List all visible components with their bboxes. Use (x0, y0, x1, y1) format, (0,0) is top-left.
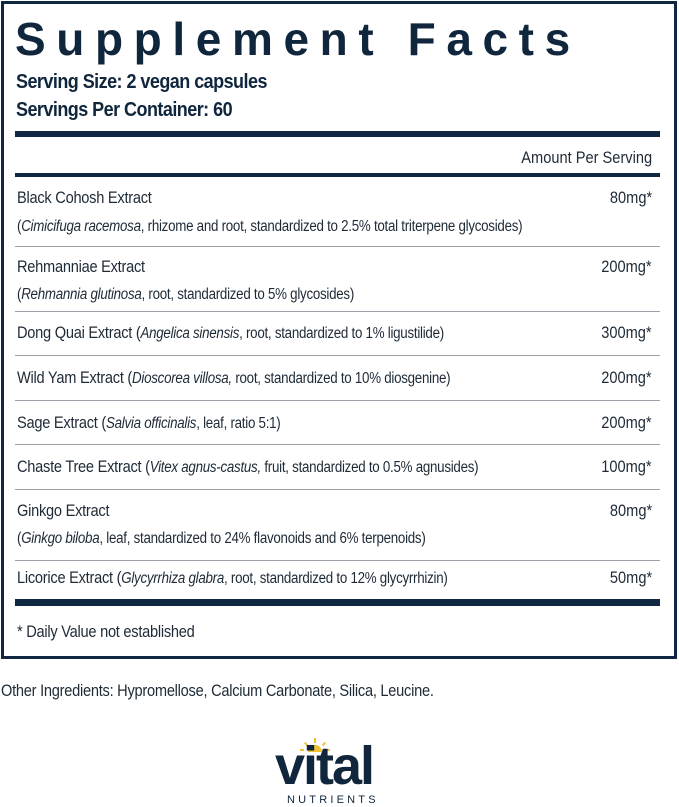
panel-title: Supplement Facts (15, 13, 581, 65)
detail-text: , leaf, standardized to 24% flavonoids a… (99, 530, 426, 547)
ingredient-amount: 80mg* (609, 501, 652, 520)
ingredient-line: Dong Quai Extract (Angelica sinensis, ro… (17, 323, 444, 344)
ingredient-amount: 200mg* (601, 413, 652, 432)
ingredient-amount: 200mg* (601, 257, 652, 276)
row-divider (15, 444, 660, 445)
ingredient-name: Wild Yam Extract ( (17, 368, 133, 387)
ingredient-name: Licorice Extract ( (17, 568, 122, 587)
ingredient-name: Chaste Tree Extract ( (17, 457, 150, 476)
serving-size: Serving Size: 2 vegan capsules (16, 71, 267, 93)
vital-nutrients-logo: vital NUTRIENTS (275, 733, 410, 807)
detail-text: , root, standardized to 1% ligustilide) (239, 325, 444, 342)
ingredient-line: Chaste Tree Extract (Vitex agnus-castus,… (17, 457, 479, 478)
row-divider (15, 489, 660, 490)
ingredient-name: Rehmanniae Extract (17, 257, 145, 276)
ingredient-name: Sage Extract ( (17, 413, 107, 432)
row-divider (15, 355, 660, 356)
row-divider (15, 560, 660, 561)
logo-word: vital (275, 741, 374, 791)
ingredient-detail: (Cimicifuga racemosa, rhizome and root, … (17, 218, 523, 235)
ingredient-line: Sage Extract (Salvia officinalis, leaf, … (17, 413, 281, 434)
ingredient-name: Dong Quai Extract ( (17, 323, 141, 342)
ingredient-detail: (Ginkgo biloba, leaf, standardized to 24… (17, 530, 426, 547)
detail-text: , root, standardized to 12% glycyrrhizin… (224, 570, 448, 587)
row-divider (15, 400, 660, 401)
row-divider (15, 311, 660, 312)
ingredient-amount: 100mg* (601, 457, 652, 476)
detail-text: , leaf, ratio 5:1) (196, 415, 281, 432)
ingredient-name: Ginkgo Extract (17, 501, 110, 520)
latin-name: Dioscorea villosa, (132, 370, 232, 387)
latin-name: Vitex agnus-castus, (149, 459, 261, 476)
latin-name: Glycyrrhiza glabra (121, 570, 225, 587)
latin-name: Salvia officinalis (106, 415, 197, 432)
ingredient-amount: 50mg* (609, 568, 652, 587)
latin-name: Ginkgo biloba (21, 530, 100, 547)
sun-icon (300, 738, 330, 752)
amount-header: Amount Per Serving (521, 148, 652, 167)
detail-text: , root, standardized to 5% glycosides) (141, 286, 355, 303)
detail-text: , rhizome and root, standardized to 2.5%… (140, 218, 523, 235)
footnote: * Daily Value not established (17, 622, 195, 641)
ingredient-line: Wild Yam Extract (Dioscorea villosa, roo… (17, 368, 451, 389)
ingredient-amount: 200mg* (601, 368, 652, 387)
latin-name: Angelica sinensis (140, 325, 240, 342)
ingredient-detail: (Rehmannia glutinosa, root, standardized… (17, 286, 355, 303)
ingredient-amount: 80mg* (609, 188, 652, 207)
row-divider (15, 246, 660, 247)
detail-text: fruit, standardized to 0.5% agnusides) (260, 459, 479, 476)
servings-per-container: Servings Per Container: 60 (16, 99, 233, 121)
ingredient-amount: 300mg* (601, 323, 652, 342)
detail-text: root, standardized to 10% diosgenine) (231, 370, 451, 387)
thick-divider (15, 131, 660, 137)
logo-tagline: NUTRIENTS (287, 794, 379, 806)
latin-name: Cimicifuga racemosa (21, 218, 141, 235)
latin-name: Rehmannia glutinosa (21, 286, 142, 303)
thick-divider (15, 173, 660, 177)
thick-divider (15, 599, 660, 606)
ingredient-name: Black Cohosh Extract (17, 188, 152, 207)
supplement-facts-panel (1, 1, 677, 659)
ingredient-line: Licorice Extract (Glycyrrhiza glabra, ro… (17, 568, 448, 589)
other-ingredients: Other Ingredients: Hypromellose, Calcium… (1, 681, 434, 700)
